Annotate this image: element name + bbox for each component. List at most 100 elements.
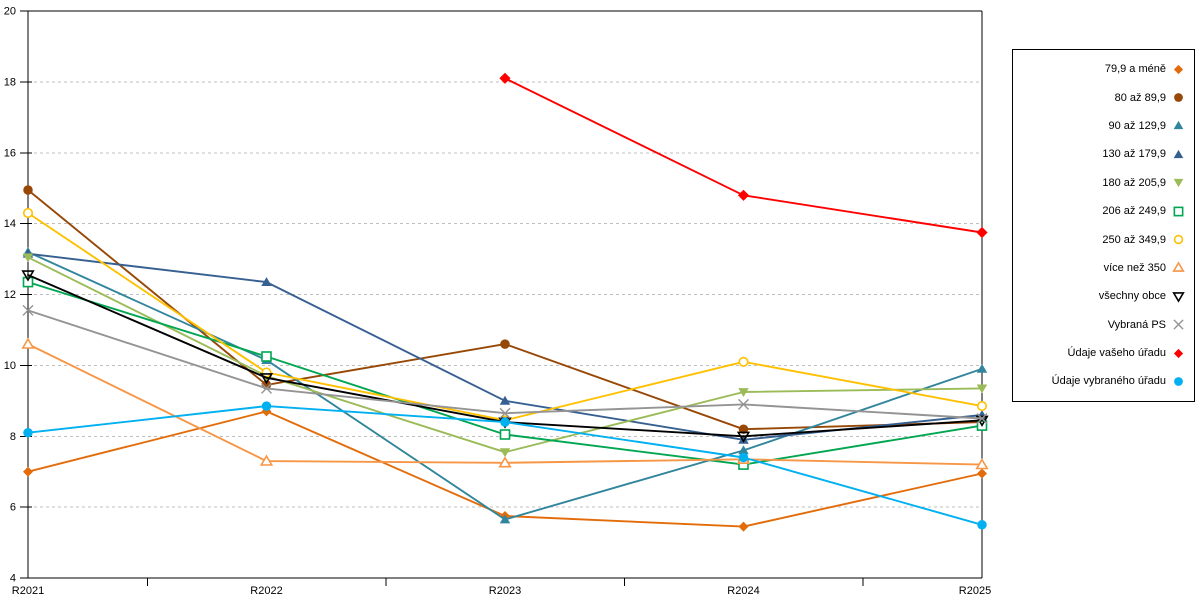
data-point-marker	[21, 337, 35, 349]
legend-item: Údaje vybraného úřadu	[1013, 367, 1194, 395]
data-point-marker	[23, 185, 33, 195]
data-point-marker	[499, 448, 511, 458]
legend-item: všechny obce	[1013, 282, 1194, 310]
data-point-marker	[261, 401, 272, 411]
x-axis-tick-label: R2022	[250, 585, 282, 597]
data-point-marker	[976, 384, 988, 394]
data-point-marker	[499, 514, 511, 524]
triangle-down-filled-legend-icon	[1173, 179, 1184, 188]
data-point-marker	[500, 417, 510, 427]
legend-item: 90 až 129,9	[1013, 112, 1194, 140]
data-point-marker	[738, 434, 749, 444]
x-legend-icon	[1173, 319, 1184, 330]
data-point-marker	[976, 363, 988, 373]
data-point-marker	[975, 458, 989, 470]
data-point-marker	[23, 427, 33, 438]
data-point-marker	[261, 277, 272, 286]
data-point-marker	[977, 520, 987, 530]
data-point-marker	[738, 424, 749, 434]
data-point-marker	[738, 452, 749, 463]
legend-label: 250 až 349,9	[1102, 233, 1166, 246]
legend-item: 180 až 205,9	[1013, 169, 1194, 197]
triangle-up-filled-legend-icon	[1173, 121, 1184, 130]
legend-item: 130 až 179,9	[1013, 140, 1194, 168]
legend-item: 80 až 89,9	[1013, 83, 1194, 111]
data-point-marker	[22, 276, 34, 288]
triangle-up-open-legend-icon	[1172, 261, 1185, 273]
data-point-marker	[738, 445, 749, 455]
y-axis-tick-label: 20	[4, 6, 16, 18]
data-point-marker	[21, 270, 35, 282]
data-point-marker	[23, 466, 33, 477]
series--daje-vybran-ho-adu	[23, 401, 987, 530]
triangle-down-open-legend-icon	[1172, 291, 1185, 303]
legend-item: 250 až 349,9	[1013, 225, 1194, 253]
legend-label: Vybraná PS	[1107, 318, 1166, 331]
data-point-marker	[976, 226, 988, 239]
circle-open-legend-icon	[1173, 234, 1184, 245]
data-point-marker	[22, 253, 34, 263]
legend-item: 206 až 249,9	[1013, 197, 1194, 225]
series-250-a-349-9	[22, 207, 988, 426]
legend-label: 180 až 205,9	[1102, 176, 1166, 189]
legend-item: Údaje vašeho úřadu	[1013, 339, 1194, 367]
legend-label: 80 až 89,9	[1114, 91, 1166, 104]
data-point-marker	[738, 388, 749, 397]
y-axis-tick-label: 18	[4, 76, 16, 88]
data-point-marker	[976, 413, 988, 424]
x-axis-tick-label: R2024	[727, 585, 759, 597]
legend-item: více než 350	[1013, 254, 1194, 282]
data-point-marker	[977, 468, 987, 479]
y-axis-tick-label: 6	[10, 502, 16, 514]
data-point-marker	[738, 356, 749, 367]
data-point-marker	[261, 351, 272, 362]
legend-item: Vybraná PS	[1013, 311, 1194, 339]
legend-item: 79,9 a méně	[1013, 55, 1194, 83]
legend-label: Údaje vašeho úřadu	[1067, 347, 1166, 360]
y-axis-tick-label: 14	[4, 218, 16, 230]
axes-frame	[20, 10, 983, 586]
data-point-marker	[736, 431, 751, 443]
legend-label: všechny obce	[1098, 290, 1166, 303]
legend-label: 90 až 129,9	[1108, 119, 1167, 132]
data-point-marker	[499, 72, 511, 84]
data-point-marker	[261, 367, 272, 378]
data-point-marker	[737, 189, 750, 201]
legend-label: Údaje vybraného úřadu	[1051, 375, 1166, 388]
data-point-marker	[738, 398, 749, 410]
x-axis-tick-label: R2021	[12, 585, 44, 597]
series-180-a-205-9	[22, 253, 988, 458]
series-v-ce-ne-350	[21, 337, 989, 470]
data-point-marker	[22, 207, 34, 219]
data-point-marker	[498, 456, 512, 468]
data-point-marker	[259, 454, 274, 466]
data-point-marker	[259, 373, 274, 385]
data-point-marker	[976, 401, 988, 412]
y-axis-tick-label: 10	[4, 360, 16, 372]
data-point-marker	[499, 395, 511, 405]
y-axis-tick-label: 8	[10, 431, 16, 443]
circle-filled-legend-icon	[1174, 377, 1183, 386]
data-point-marker	[22, 304, 34, 316]
diamond-filled-legend-icon	[1173, 348, 1184, 358]
square-open-legend-icon	[1173, 206, 1184, 217]
data-point-marker	[499, 429, 511, 440]
x-axis-tick-label: R2025	[959, 585, 991, 597]
data-point-marker	[499, 407, 511, 419]
triangle-up-filled-legend-icon	[1173, 149, 1184, 158]
series-90-a-129-9	[22, 247, 988, 524]
y-axis-tick-label: 4	[10, 573, 16, 585]
series--daje-va-eho-adu	[499, 72, 988, 239]
data-point-marker	[500, 339, 510, 349]
legend-label: více než 350	[1103, 261, 1166, 274]
legend-label: 79,9 a méně	[1104, 63, 1166, 76]
circle-filled-legend-icon	[1174, 93, 1183, 102]
diamond-filled-legend-icon	[1173, 64, 1184, 74]
y-axis-tick-label: 12	[4, 289, 16, 301]
legend-label: 130 až 179,9	[1102, 148, 1166, 161]
x-axis-tick-label: R2023	[489, 585, 521, 597]
data-point-marker	[738, 521, 749, 532]
series-vybran-ps	[22, 304, 988, 424]
